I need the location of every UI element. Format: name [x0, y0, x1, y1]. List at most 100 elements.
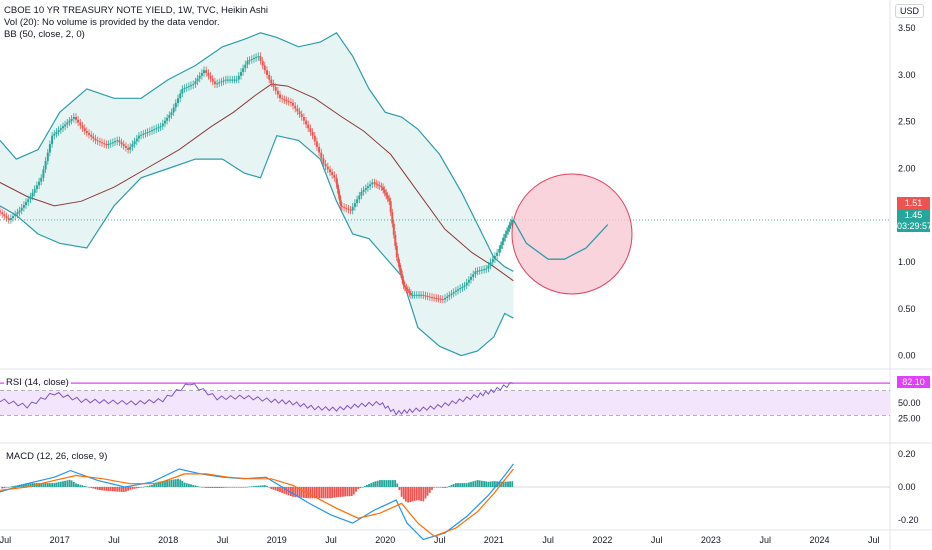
price-candle [366, 186, 369, 189]
price-candle [244, 64, 247, 69]
price-candle [27, 199, 30, 203]
price-candle [376, 184, 379, 186]
macd-histogram-bar [357, 487, 360, 489]
macd-histogram-bar [188, 483, 190, 487]
macd-histogram-bar [296, 487, 299, 498]
macd-title[interactable]: MACD (12, 26, close, 9) [4, 451, 110, 462]
macd-histogram-bar [53, 483, 56, 487]
macd-histogram-bar [368, 484, 370, 487]
macd-histogram-bar [205, 487, 208, 488]
price-candle [200, 73, 203, 76]
rsi-title[interactable]: RSI (14, close) [4, 377, 71, 388]
price-tick-label: 0.00 [898, 351, 916, 361]
macd-histogram-bar [40, 483, 43, 487]
price-candle [196, 78, 199, 82]
volume-note[interactable]: Vol (20): No volume is provided by the d… [4, 17, 220, 28]
price-candle [209, 75, 212, 79]
price-candle [81, 125, 84, 129]
price-candle [431, 297, 433, 299]
price-candle [66, 122, 69, 125]
projection-circle [511, 173, 633, 295]
bb-legend[interactable]: BB (50, close, 2, 0) [4, 29, 85, 40]
price-candle [185, 87, 188, 88]
price-candle [480, 269, 483, 271]
macd-histogram-bar [290, 487, 292, 497]
price-candle [57, 130, 60, 132]
macd-histogram-bar [12, 486, 14, 487]
macd-histogram-bar [220, 487, 223, 488]
macd-histogram-bar [468, 482, 470, 487]
time-tick-label: 2020 [375, 535, 395, 545]
macd-histogram-bar [504, 481, 507, 487]
price-candle [33, 189, 36, 193]
price-candle [369, 184, 372, 187]
macd-histogram-bar [168, 480, 171, 487]
rsi-value-tag: 82.10 [897, 376, 930, 388]
time-tick-label: 2023 [701, 535, 721, 545]
price-candle [274, 87, 277, 91]
price-candle [159, 126, 162, 128]
macd-histogram-bar [109, 487, 112, 492]
currency-button[interactable]: USD [894, 4, 924, 18]
price-candle [336, 183, 339, 189]
price-candle [122, 144, 125, 146]
macd-histogram-bar [49, 483, 51, 487]
macd-histogram-bar [376, 480, 379, 487]
macd-tick-label: 0.20 [898, 449, 916, 459]
macd-histogram-bar [316, 487, 318, 499]
price-tick-label: 3.00 [898, 70, 916, 80]
macd-histogram-bar [170, 479, 173, 487]
high-price-tag: 1.51 [897, 197, 930, 209]
price-candle [289, 102, 292, 103]
price-candle [302, 117, 305, 121]
price-candle [305, 120, 308, 125]
price-candle [9, 218, 12, 220]
macd-histogram-bar [463, 483, 466, 487]
price-candle [127, 147, 130, 150]
macd-histogram-bar [428, 487, 431, 493]
symbol-title[interactable]: CBOE 10 YR TREASURY NOTE YIELD, 1W, TVC,… [4, 5, 268, 16]
price-candle [331, 172, 334, 175]
macd-histogram-bar [229, 487, 231, 488]
price-candle [153, 129, 156, 131]
price-candle [383, 190, 386, 193]
price-candle [347, 208, 350, 210]
macd-histogram-bar [55, 482, 58, 487]
price-candle [146, 132, 149, 133]
price-candle [157, 127, 160, 129]
macd-histogram-bar [407, 487, 409, 503]
price-candle [226, 79, 229, 81]
macd-histogram-bar [164, 480, 166, 487]
macd-histogram-bar [481, 480, 483, 487]
macd-histogram-bar [153, 483, 155, 487]
price-candle [454, 290, 457, 292]
macd-histogram-bar [131, 487, 134, 490]
price-candle [398, 263, 401, 269]
macd-histogram-bar [320, 487, 323, 499]
macd-histogram-bar [135, 487, 138, 489]
macd-histogram-bar [511, 481, 514, 487]
price-candle [29, 196, 32, 200]
price-candle [129, 146, 132, 150]
time-tick-label: 2019 [267, 535, 287, 545]
price-candle [92, 136, 95, 139]
price-candle [489, 262, 492, 266]
macd-histogram-bar [77, 484, 79, 487]
macd-histogram-bar [155, 482, 158, 487]
macd-histogram-bar [179, 479, 182, 487]
price-candle [437, 298, 440, 300]
price-candle [439, 298, 442, 300]
price-candle [413, 294, 416, 296]
time-tick-label: 2018 [158, 535, 178, 545]
macd-histogram-bar [459, 483, 462, 487]
projection-curve [512, 219, 609, 260]
price-candle [502, 237, 505, 242]
macd-histogram-bar [183, 482, 186, 487]
macd-histogram-bar [350, 487, 353, 496]
price-candle [168, 115, 171, 118]
macd-histogram-bar [441, 487, 444, 488]
price-candle [83, 128, 86, 131]
price-candle [373, 182, 376, 184]
price-candle [504, 234, 507, 238]
